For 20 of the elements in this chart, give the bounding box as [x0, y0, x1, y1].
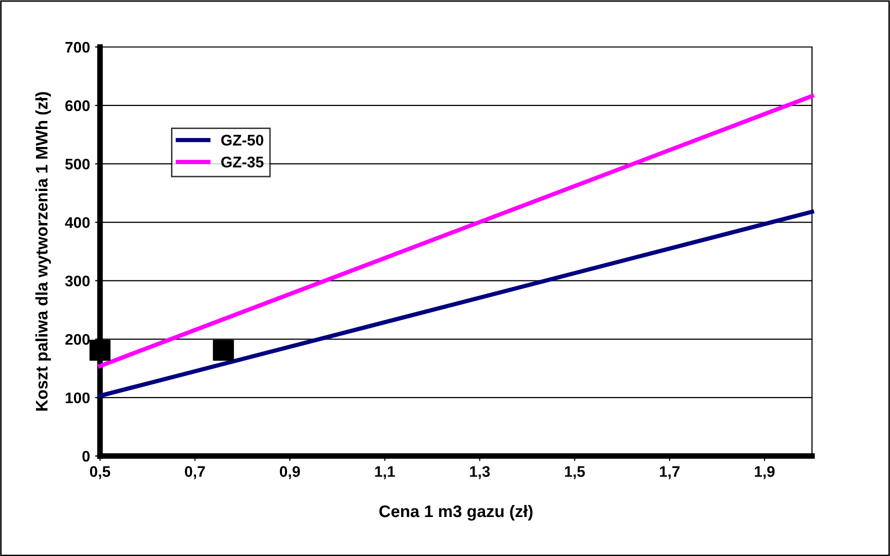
x-tick-label: 1,5	[565, 466, 585, 480]
x-tick-label: 1,9	[754, 466, 775, 480]
legend-label: GZ-35	[221, 156, 264, 168]
y-tick-label: 600	[65, 100, 90, 112]
x-tick-label: 0,5	[90, 466, 110, 480]
x-tick-label: 1,1	[375, 466, 395, 480]
y-tick-label: 200	[65, 334, 90, 345]
y-tick-label: 700	[65, 42, 90, 53]
y-tick-label: 400	[65, 217, 90, 228]
x-tick-label: 0,7	[184, 466, 205, 480]
y-tick-label: 500	[65, 158, 90, 170]
x-axis-title: Cena 1 m3 gazu (zł)	[379, 504, 533, 521]
y-tick-label: 300	[65, 276, 90, 286]
x-tick-label: 1,7	[660, 466, 680, 480]
y-tick-label: 0	[82, 450, 90, 462]
y-tick-label: 100	[66, 392, 90, 404]
y-axis-title: Koszt paliwa dla wytworzenia 1 MWh (zł)	[35, 92, 51, 411]
x-tick-label: 0,9	[280, 466, 300, 480]
legend-label: GZ-50	[221, 134, 264, 146]
x-tick-label: 1,3	[470, 466, 490, 480]
